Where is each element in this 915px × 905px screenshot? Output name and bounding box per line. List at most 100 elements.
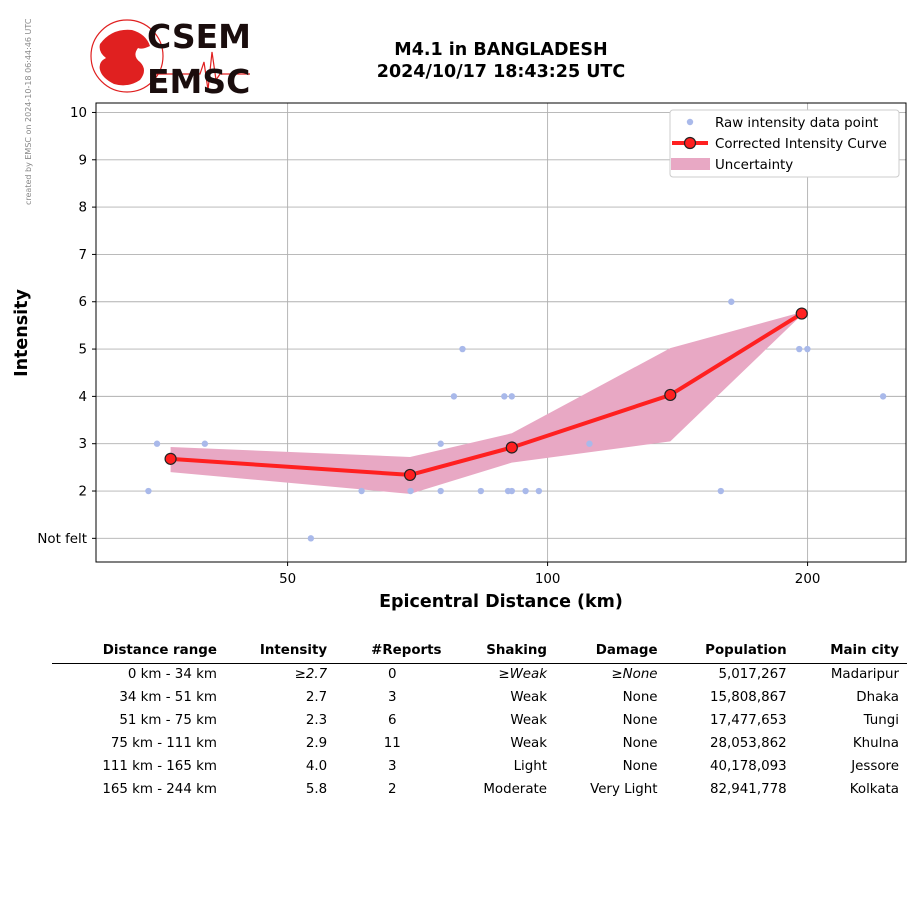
cell-intensity: 4.0 (305, 759, 328, 774)
cell-damage: None (622, 736, 658, 751)
uncertainty-band (170, 312, 802, 494)
cell-reports: 11 (383, 736, 401, 751)
y-tick-label: 8 (78, 201, 87, 216)
table-row: 51 km - 75 km 2.3 6 Weak None 17,477,653… (52, 710, 907, 733)
col-population: Population (665, 640, 795, 664)
cell-damage: None (622, 759, 658, 774)
cell-population: 28,053,862 (709, 736, 787, 751)
x-axis-label: Epicentral Distance (km) (379, 592, 623, 612)
csem-emsc-logo: CSEM EMSC (90, 17, 251, 101)
legend-raw-marker (686, 118, 694, 126)
raw-data-point (307, 535, 315, 542)
legend-band-label: Uncertainty (715, 158, 793, 173)
y-tick-label: 9 (78, 153, 87, 168)
cell-city: Kolkata (849, 782, 899, 797)
cell-reports: 2 (388, 782, 397, 797)
raw-data-point (477, 487, 485, 495)
col-shaking: Shaking (449, 640, 556, 664)
y-tick-label: Not felt (37, 532, 87, 547)
legend-raw-label: Raw intensity data point (715, 116, 878, 131)
raw-data-point (437, 487, 444, 495)
cell-city: Khulna (852, 736, 899, 751)
curve-point (664, 388, 677, 402)
cell-distance: 75 km - 111 km (110, 736, 217, 751)
cell-intensity: 2.9 (305, 736, 328, 751)
cell-population: 15,808,867 (709, 690, 787, 705)
logo-text-csem: CSEM (147, 17, 251, 56)
y-tick-label: 7 (78, 248, 87, 263)
raw-data-point (459, 345, 466, 353)
raw-data-point (153, 440, 161, 447)
cell-intensity: 5.8 (305, 782, 328, 797)
col-main-city: Main city (794, 640, 907, 664)
table-header-row: Distance range Intensity #Reports Shakin… (52, 640, 907, 664)
x-tick-label: 50 (279, 572, 296, 587)
raw-data-point (508, 393, 516, 400)
curve-points (164, 307, 808, 482)
legend-curve-marker (683, 136, 697, 150)
cell-reports: 0 (388, 667, 397, 682)
cell-shaking: Weak (510, 713, 548, 728)
raw-data-point (358, 487, 365, 495)
raw-data-point (201, 440, 209, 447)
chart-subtitle: 2024/10/17 18:43:25 UTC (377, 62, 625, 82)
cell-damage: None (622, 690, 658, 705)
cell-distance: 51 km - 75 km (119, 713, 217, 728)
y-tick-label: 5 (78, 343, 87, 358)
curve-point (795, 307, 808, 320)
grid-lines (96, 103, 906, 562)
legend: Raw intensity data point Corrected Inten… (669, 109, 900, 178)
x-axis-ticks: 50 100 200 (279, 562, 820, 587)
y-tick-label: 4 (78, 390, 87, 405)
raw-data-point (728, 298, 735, 305)
cell-population: 82,941,778 (709, 782, 787, 797)
cell-city: Madaripur (830, 667, 899, 682)
cell-damage: None (622, 713, 658, 728)
raw-data-point (501, 393, 508, 400)
x-tick-label: 100 (535, 572, 561, 587)
cell-shaking: Weak (510, 736, 548, 751)
col-damage: Damage (555, 640, 666, 664)
y-tick-label: 2 (78, 485, 87, 500)
col-intensity: Intensity (224, 640, 336, 664)
legend-box (669, 109, 900, 178)
raw-data-point (450, 393, 458, 400)
cell-population: 5,017,267 (718, 667, 787, 682)
chart-title: M4.1 in BANGLADESH (394, 40, 607, 60)
plot-frame (95, 102, 907, 563)
cell-city: Dhaka (856, 690, 899, 705)
raw-data-point (535, 487, 543, 495)
cell-intensity: 2.7 (305, 690, 328, 705)
raw-data-point (717, 487, 725, 495)
legend-curve-label: Corrected Intensity Curve (715, 137, 887, 152)
y-tick-label: 10 (70, 106, 87, 121)
cell-distance: 165 km - 244 km (102, 782, 217, 797)
intensity-table: Distance range Intensity #Reports Shakin… (52, 640, 907, 802)
cell-intensity: ≥2.7 (294, 667, 328, 682)
curve-point (403, 468, 417, 482)
cell-distance: 0 km - 34 km (127, 667, 217, 682)
cell-damage: Very Light (590, 782, 658, 797)
cell-shaking: Light (513, 759, 548, 774)
cell-city: Tungi (863, 713, 899, 728)
raw-data-point (586, 440, 593, 447)
table-row: 111 km - 165 km 4.0 3 Light None 40,178,… (52, 756, 907, 779)
y-tick-label: 6 (78, 295, 87, 310)
y-axis-label: Intensity (12, 288, 32, 376)
raw-data-point (407, 487, 414, 495)
seismogram-line (150, 51, 250, 91)
table-row: 75 km - 111 km 2.9 11 Weak None 28,053,8… (52, 733, 907, 756)
cell-shaking: Moderate (483, 782, 548, 797)
col-reports: #Reports (335, 640, 450, 664)
cell-distance: 34 km - 51 km (119, 690, 217, 705)
intensity-chart: CSEM EMSC M4.1 in BANGLADESH 2024/10/17 … (12, 17, 907, 612)
curve-point (164, 452, 177, 465)
table-row: 34 km - 51 km 2.7 3 Weak None 15,808,867… (52, 687, 907, 710)
y-tick-label: 3 (78, 437, 87, 452)
raw-points (145, 298, 887, 542)
raw-data-point (796, 345, 803, 353)
cell-shaking: ≥Weak (498, 667, 548, 682)
x-tick-label: 200 (795, 572, 821, 587)
cell-reports: 3 (388, 759, 397, 774)
cell-population: 40,178,093 (709, 759, 787, 774)
